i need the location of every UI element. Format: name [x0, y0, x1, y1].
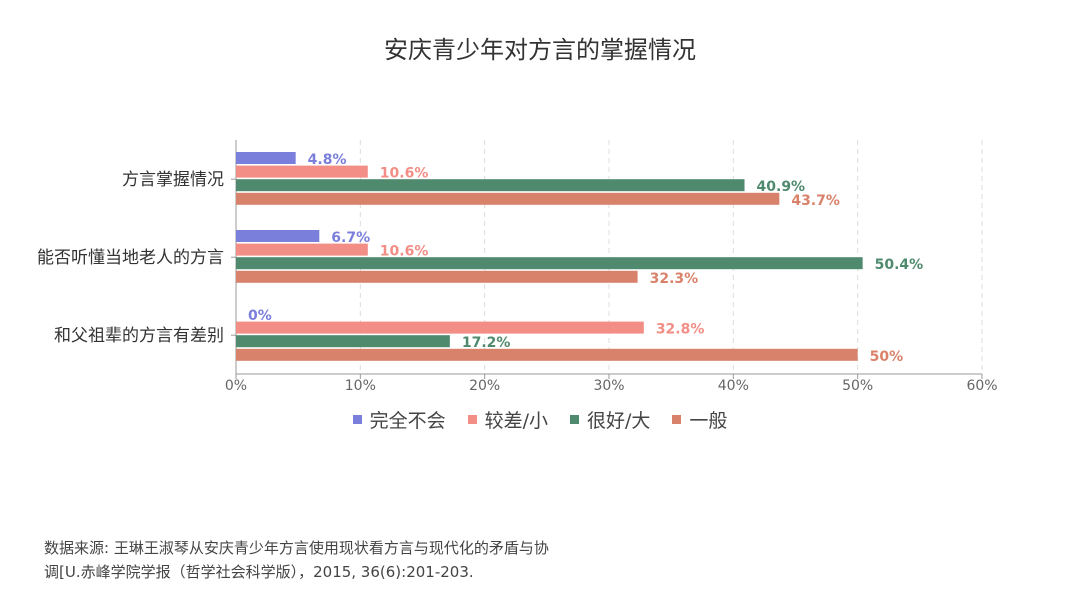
x-tick-label: 30% [593, 378, 624, 394]
x-tick-label: 60% [966, 378, 997, 394]
chart-title: 安庆青少年对方言的掌握情况 [384, 36, 696, 64]
legend-label: 较差/小 [484, 410, 548, 432]
bar [236, 243, 368, 256]
category-label: 方言掌握情况 [122, 170, 224, 190]
data-label: 10.6% [380, 244, 429, 260]
data-label: 17.2% [462, 335, 511, 351]
legend-item: 一般 [672, 406, 727, 433]
bar [236, 165, 368, 178]
data-label: 6.7% [331, 230, 370, 246]
legend-item: 较差/小 [467, 406, 548, 433]
bar [236, 335, 450, 348]
legend-swatch [570, 415, 579, 424]
x-tick-label: 50% [842, 378, 873, 394]
bar [236, 179, 745, 192]
source-note: 数据来源: 王琳王淑琴从安庆青少年方言使用现状看方言与现代化的矛盾与协 调[U.… [44, 536, 664, 584]
data-label: 43.7% [791, 193, 840, 209]
x-tick-label: 0% [225, 378, 247, 394]
category-label: 和父祖辈的方言有差别 [54, 326, 224, 346]
bar [236, 257, 863, 270]
data-label: 4.8% [308, 152, 347, 168]
bar [236, 270, 638, 283]
bar [236, 192, 780, 205]
bar [236, 230, 320, 242]
legend-swatch [672, 415, 682, 424]
data-label: 50.4% [875, 257, 924, 273]
bar-chart: 0% 10% 20% 30% 40% 50% 60% 方言掌握情况 4.8% 10.6% 40.9%… [37, 140, 998, 394]
bar [236, 152, 296, 164]
legend-label: 很好/大 [587, 410, 651, 432]
x-tick-label: 10% [345, 378, 376, 394]
category-label: 能否听懂当地老人的方言 [37, 248, 224, 268]
legend-label: 一般 [689, 410, 728, 432]
legend-swatch [467, 415, 477, 424]
data-label: 32.8% [656, 322, 705, 338]
legend-swatch [352, 415, 362, 424]
data-label: 0% [248, 308, 272, 324]
data-label: 50% [870, 349, 904, 365]
source-line-1: 数据来源: 王琳王淑琴从安庆青少年方言使用现状看方言与现代化的矛盾与协 [44, 539, 549, 557]
source-line-2: 调[U.赤峰学院学报（哲学社会科学版），2015, 36(6):201-203. [44, 563, 474, 581]
chart-legend: 完全不会 较差/小 很好/大 一般 [0, 406, 1080, 433]
bar [236, 348, 858, 361]
bar [236, 321, 644, 334]
data-label: 40.9% [757, 179, 806, 195]
legend-item: 完全不会 [352, 406, 446, 433]
x-tick-label: 20% [469, 378, 500, 394]
data-label: 32.3% [650, 271, 699, 287]
x-tick-label: 40% [718, 378, 749, 394]
legend-label: 完全不会 [369, 410, 446, 432]
legend-item: 很好/大 [570, 406, 650, 433]
data-label: 10.6% [380, 166, 429, 182]
